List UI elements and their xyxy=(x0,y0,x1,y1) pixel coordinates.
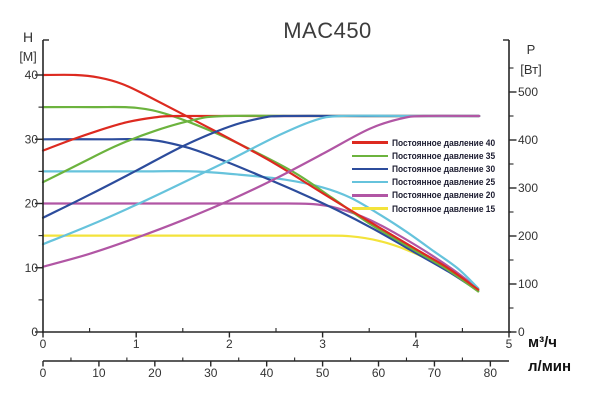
x-lmin-tick-label: 40 xyxy=(260,366,274,380)
legend-item-label: Постоянное давление 25 xyxy=(392,177,496,188)
left-axis-tick-label: 10 xyxy=(25,261,39,275)
x-m3h-tick-label: 1 xyxy=(133,337,140,351)
legend-item: Постоянное давление 35 xyxy=(352,149,503,162)
x-lmin-tick-label: 70 xyxy=(428,366,442,380)
x-lmin-tick-label: 10 xyxy=(92,366,106,380)
curve-head-40 xyxy=(41,73,480,291)
x-lmin-tick-label: 30 xyxy=(204,366,218,380)
legend-swatch xyxy=(352,167,388,171)
right-axis-tick-label: 200 xyxy=(518,229,538,243)
x-lmin-tick-label: 20 xyxy=(148,366,162,380)
x-axis-unit-m3h: м³/ч xyxy=(528,334,557,351)
legend-swatch xyxy=(352,180,388,184)
curve-head-25 xyxy=(41,170,480,290)
right-axis-tick-label: 100 xyxy=(518,277,538,291)
legend-swatch xyxy=(352,194,388,197)
legend-item: Постоянное давление 40 xyxy=(352,136,503,149)
legend-item-label: Постоянное давление 40 xyxy=(392,137,496,148)
left-axis-symbol: H xyxy=(22,29,34,45)
legend-item-label: Постоянное давление 20 xyxy=(392,190,496,201)
left-axis-tick-label: 40 xyxy=(25,68,39,82)
right-axis-tick-label: 400 xyxy=(518,133,538,147)
curve-power-25 xyxy=(41,114,481,246)
right-axis-tick-label: 0 xyxy=(518,325,525,339)
x-m3h-tick-label: 4 xyxy=(412,337,419,351)
legend-item-label: Постоянное давление 30 xyxy=(392,163,496,174)
x-m3h-tick-label: 5 xyxy=(506,337,513,351)
x-lmin-tick-label: 80 xyxy=(484,366,498,380)
legend-item: Постоянное давление 15 xyxy=(352,202,503,215)
right-axis-tick-label: 500 xyxy=(518,85,538,99)
x-m3h-tick-label: 2 xyxy=(226,337,233,351)
x-lmin-tick-label: 50 xyxy=(316,366,330,380)
left-axis-tick-label: 0 xyxy=(31,325,38,339)
left-axis-tick-label: 20 xyxy=(25,197,39,211)
legend-swatch xyxy=(352,207,388,210)
left-axis-unit: [М] xyxy=(19,50,37,64)
x-lmin-tick-label: 0 xyxy=(40,366,47,380)
legend-item-label: Постоянное давление 35 xyxy=(392,150,496,161)
right-axis-symbol: P xyxy=(526,42,536,57)
legend-item-label: Постоянное давление 15 xyxy=(392,203,496,214)
legend-item: Постоянное давление 25 xyxy=(352,176,503,189)
right-axis-tick-label: 300 xyxy=(518,181,538,195)
x-axis-unit-lmin: л/мин xyxy=(528,358,572,375)
curve-head-20 xyxy=(41,202,480,291)
right-axis-unit: [Вт] xyxy=(520,62,542,77)
legend-item: Постоянное давление 20 xyxy=(352,189,503,202)
legend-swatch xyxy=(352,141,388,144)
x-lmin-tick-label: 60 xyxy=(372,366,386,380)
left-axis-tick-label: 30 xyxy=(25,132,39,146)
legend-item: Постоянное давление 30 xyxy=(352,162,503,175)
chart-title: MAC450 xyxy=(283,18,372,43)
curve-power-20 xyxy=(41,114,481,268)
x-m3h-tick-label: 0 xyxy=(40,337,47,351)
legend-swatch xyxy=(352,154,388,157)
chart-legend: Постоянное давление 40 Постоянное давлени… xyxy=(352,136,503,215)
curve-head-35 xyxy=(41,105,480,293)
curve-head-30 xyxy=(41,138,480,292)
x-m3h-tick-label: 3 xyxy=(319,337,326,351)
